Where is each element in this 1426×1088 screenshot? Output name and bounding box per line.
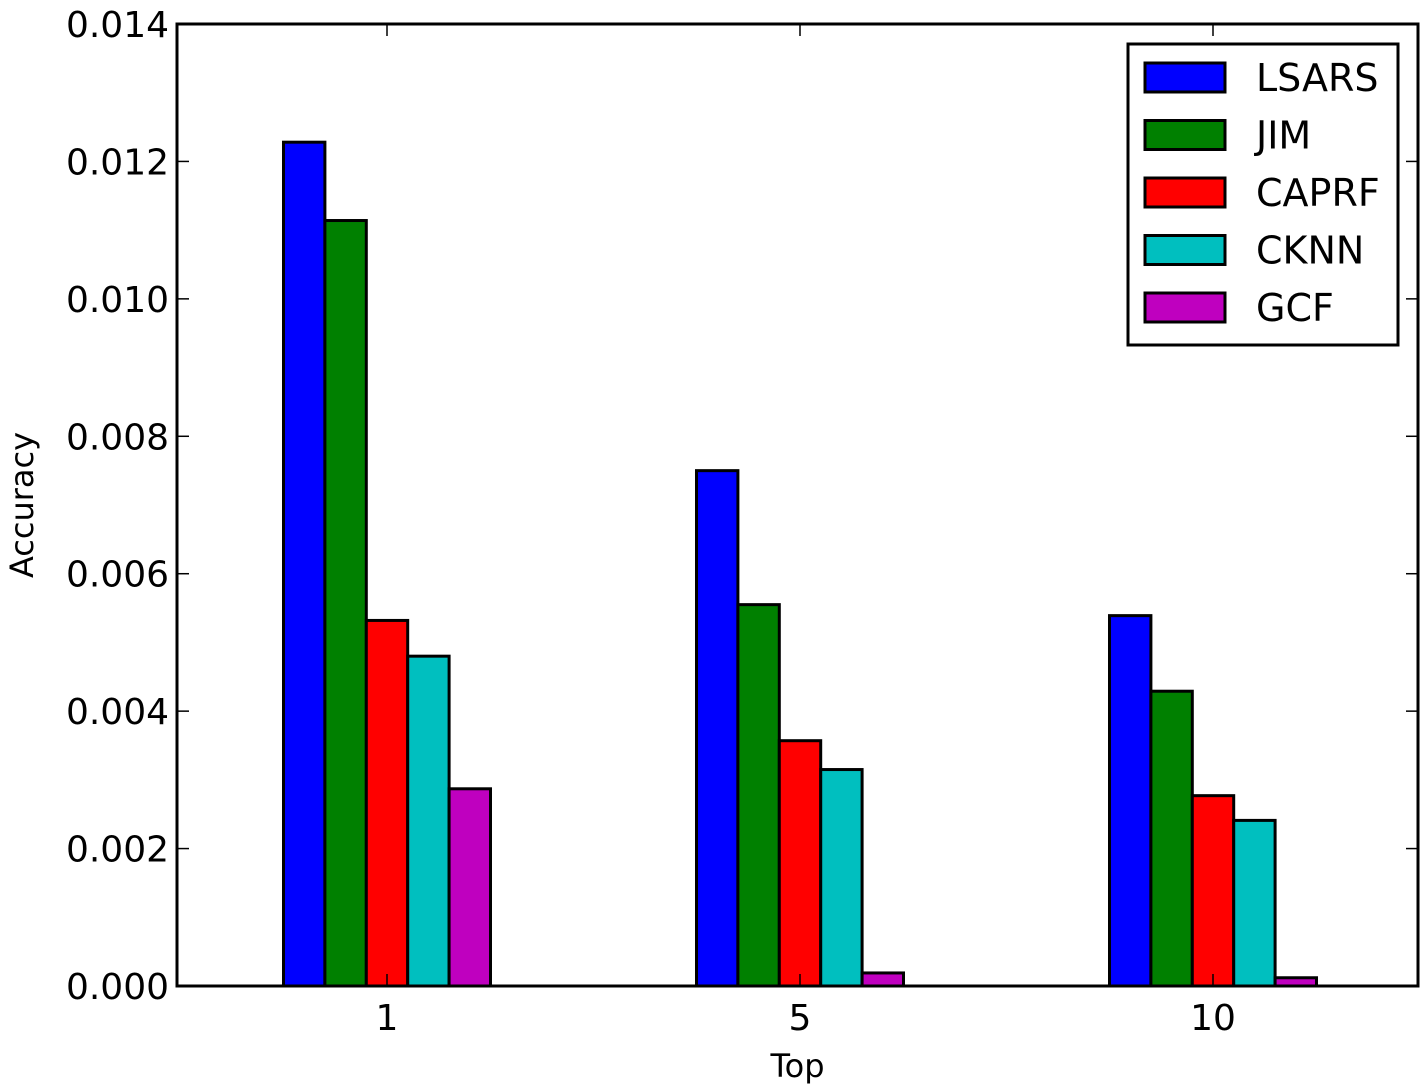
legend-swatch-caprf [1143, 176, 1227, 209]
legend: LSARS JIM CAPRF CKNN GCF [1126, 42, 1400, 347]
bar-jim-5 [736, 603, 781, 988]
bar-cknn-10 [1232, 818, 1277, 988]
bar-gcf-5 [860, 971, 905, 988]
y-tick-label: 0.002 [66, 830, 169, 871]
legend-label-gcf: GCF [1256, 286, 1334, 330]
bar-caprf-1 [364, 618, 410, 988]
bar-gcf-1 [447, 787, 493, 988]
x-axis-title: Top [770, 1047, 825, 1085]
plot-frame [175, 22, 1420, 988]
legend-label-caprf: CAPRF [1256, 171, 1380, 215]
y-tick-label: 0.010 [66, 280, 169, 321]
bar-lsars-1 [282, 140, 327, 988]
y-axis-title: Accuracy [3, 432, 41, 578]
y-tick-label: 0.008 [66, 417, 169, 458]
legend-label-jim: JIM [1254, 114, 1311, 158]
legend-swatch-gcf [1143, 291, 1227, 324]
legend-label-cknn: CKNN [1256, 229, 1364, 273]
bar-jim-1 [323, 219, 368, 988]
legend-swatch-lsars [1143, 61, 1227, 94]
legend-swatch-cknn [1143, 234, 1227, 266]
x-tick-label: 10 [1190, 998, 1236, 1039]
y-tick-label: 0.006 [66, 555, 169, 596]
bar-jim-10 [1149, 689, 1194, 988]
y-tick-label: 0.012 [66, 142, 169, 183]
bar-caprf-10 [1190, 794, 1236, 988]
legend-label-lsars: LSARS [1256, 56, 1379, 100]
y-tick-label: 0.004 [66, 692, 169, 733]
bar-caprf-5 [777, 739, 823, 988]
x-tick-label: 1 [376, 998, 399, 1039]
bar-lsars-5 [695, 469, 740, 988]
x-tick-label: 5 [789, 998, 812, 1039]
y-tick-label: 0.000 [66, 967, 169, 1008]
bar-lsars-10 [1108, 614, 1153, 988]
x-tick-labels: 1 5 10 [376, 998, 1236, 1039]
bar-cknn-5 [819, 768, 864, 988]
y-tick-label: 0.014 [66, 5, 169, 46]
bar-cknn-1 [406, 654, 451, 988]
y-tick-labels: 0.000 0.002 0.004 0.006 0.008 0.010 0.012 0.014 [66, 5, 169, 1008]
legend-swatch-jim [1143, 119, 1227, 151]
bars-layer [282, 140, 1318, 988]
